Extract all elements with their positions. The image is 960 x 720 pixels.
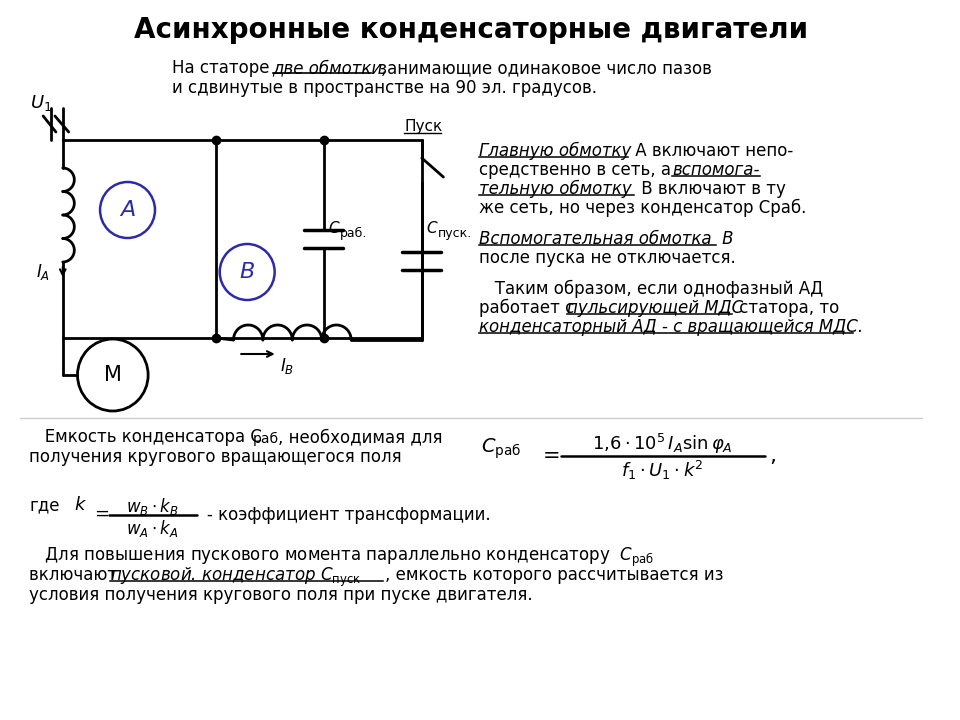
Text: А включают непо-: А включают непо- xyxy=(630,142,793,160)
Text: - коэффициент трансформации.: - коэффициент трансформации. xyxy=(207,506,491,524)
Text: Асинхронные конденсаторные двигатели: Асинхронные конденсаторные двигатели xyxy=(133,16,808,44)
Text: конденсаторный АД - с вращающейся МДС.: конденсаторный АД - с вращающейся МДС. xyxy=(479,318,863,336)
Text: Емкость конденсатора C: Емкость конденсатора C xyxy=(30,428,262,446)
Text: раб.: раб. xyxy=(340,227,367,240)
Text: Пуск: Пуск xyxy=(404,119,443,133)
Text: М: М xyxy=(104,365,122,385)
Text: $C$: $C$ xyxy=(327,220,340,236)
Text: $U_1$: $U_1$ xyxy=(30,93,52,113)
Text: $=$: $=$ xyxy=(91,504,109,522)
Text: $w_B\cdot k_B$: $w_B\cdot k_B$ xyxy=(126,496,179,517)
Text: тельную обмотку: тельную обмотку xyxy=(479,180,632,198)
Text: $=$: $=$ xyxy=(538,444,559,464)
Text: $w_A\cdot k_A$: $w_A\cdot k_A$ xyxy=(126,518,179,539)
Text: $I_A$: $I_A$ xyxy=(36,262,50,282)
Text: $C_{\rm{раб}}$: $C_{\rm{раб}}$ xyxy=(481,436,521,461)
Text: две обмотки,: две обмотки, xyxy=(273,59,388,77)
Text: На статоре: На статоре xyxy=(172,59,275,77)
Text: средственно в сеть, а: средственно в сеть, а xyxy=(479,161,676,179)
Text: A: A xyxy=(120,200,135,220)
Text: $I_B$: $I_B$ xyxy=(280,356,295,376)
Text: занимающие одинаковое число пазов: занимающие одинаковое число пазов xyxy=(372,59,711,77)
Text: после пуска не отключается.: после пуска не отключается. xyxy=(479,249,735,267)
Text: условия получения кругового поля при пуске двигателя.: условия получения кругового поля при пус… xyxy=(30,586,533,604)
Text: получения кругового вращающегося поля: получения кругового вращающегося поля xyxy=(30,448,402,466)
Text: В включают в ту: В включают в ту xyxy=(636,180,785,198)
Text: пуск.: пуск. xyxy=(438,227,471,240)
Text: Для повышения пускового момента параллельно конденсатору  $C_{\rm{раб}}$: Для повышения пускового момента параллел… xyxy=(30,546,655,570)
Text: раб: раб xyxy=(253,432,279,446)
Text: $k$: $k$ xyxy=(74,496,86,514)
Text: Главную обмотку: Главную обмотку xyxy=(479,142,631,161)
Text: где: где xyxy=(30,496,60,514)
Text: работает с: работает с xyxy=(479,299,579,318)
Text: B: B xyxy=(240,262,254,282)
Text: Вспомогательная обмотка  В: Вспомогательная обмотка В xyxy=(479,230,733,248)
Text: $C$: $C$ xyxy=(425,220,439,236)
Text: $1{,}6\cdot10^5\, I_A\sin\varphi_A$: $1{,}6\cdot10^5\, I_A\sin\varphi_A$ xyxy=(591,432,732,456)
Text: включают: включают xyxy=(30,566,123,584)
Text: вспомога-: вспомога- xyxy=(672,161,759,179)
Text: пульсирующей МДС: пульсирующей МДС xyxy=(567,299,743,317)
Text: , емкость которого рассчитывается из: , емкость которого рассчитывается из xyxy=(385,566,723,584)
Text: , необходимая для: , необходимая для xyxy=(277,428,443,446)
Text: и сдвинутые в пространстве на 90 эл. градусов.: и сдвинутые в пространстве на 90 эл. гра… xyxy=(172,79,597,97)
Text: статора, то: статора, то xyxy=(733,299,839,317)
Text: ,: , xyxy=(769,446,776,466)
Text: пусковой. конденсатор $C_{\rm{пуск}}$: пусковой. конденсатор $C_{\rm{пуск}}$ xyxy=(109,566,361,589)
Text: Таким образом, если однофазный АД: Таким образом, если однофазный АД xyxy=(479,280,823,298)
Text: же сеть, но через конденсатор Сраб.: же сеть, но через конденсатор Сраб. xyxy=(479,199,806,217)
Text: $f_1\cdot U_1\cdot k^2$: $f_1\cdot U_1\cdot k^2$ xyxy=(621,459,704,482)
